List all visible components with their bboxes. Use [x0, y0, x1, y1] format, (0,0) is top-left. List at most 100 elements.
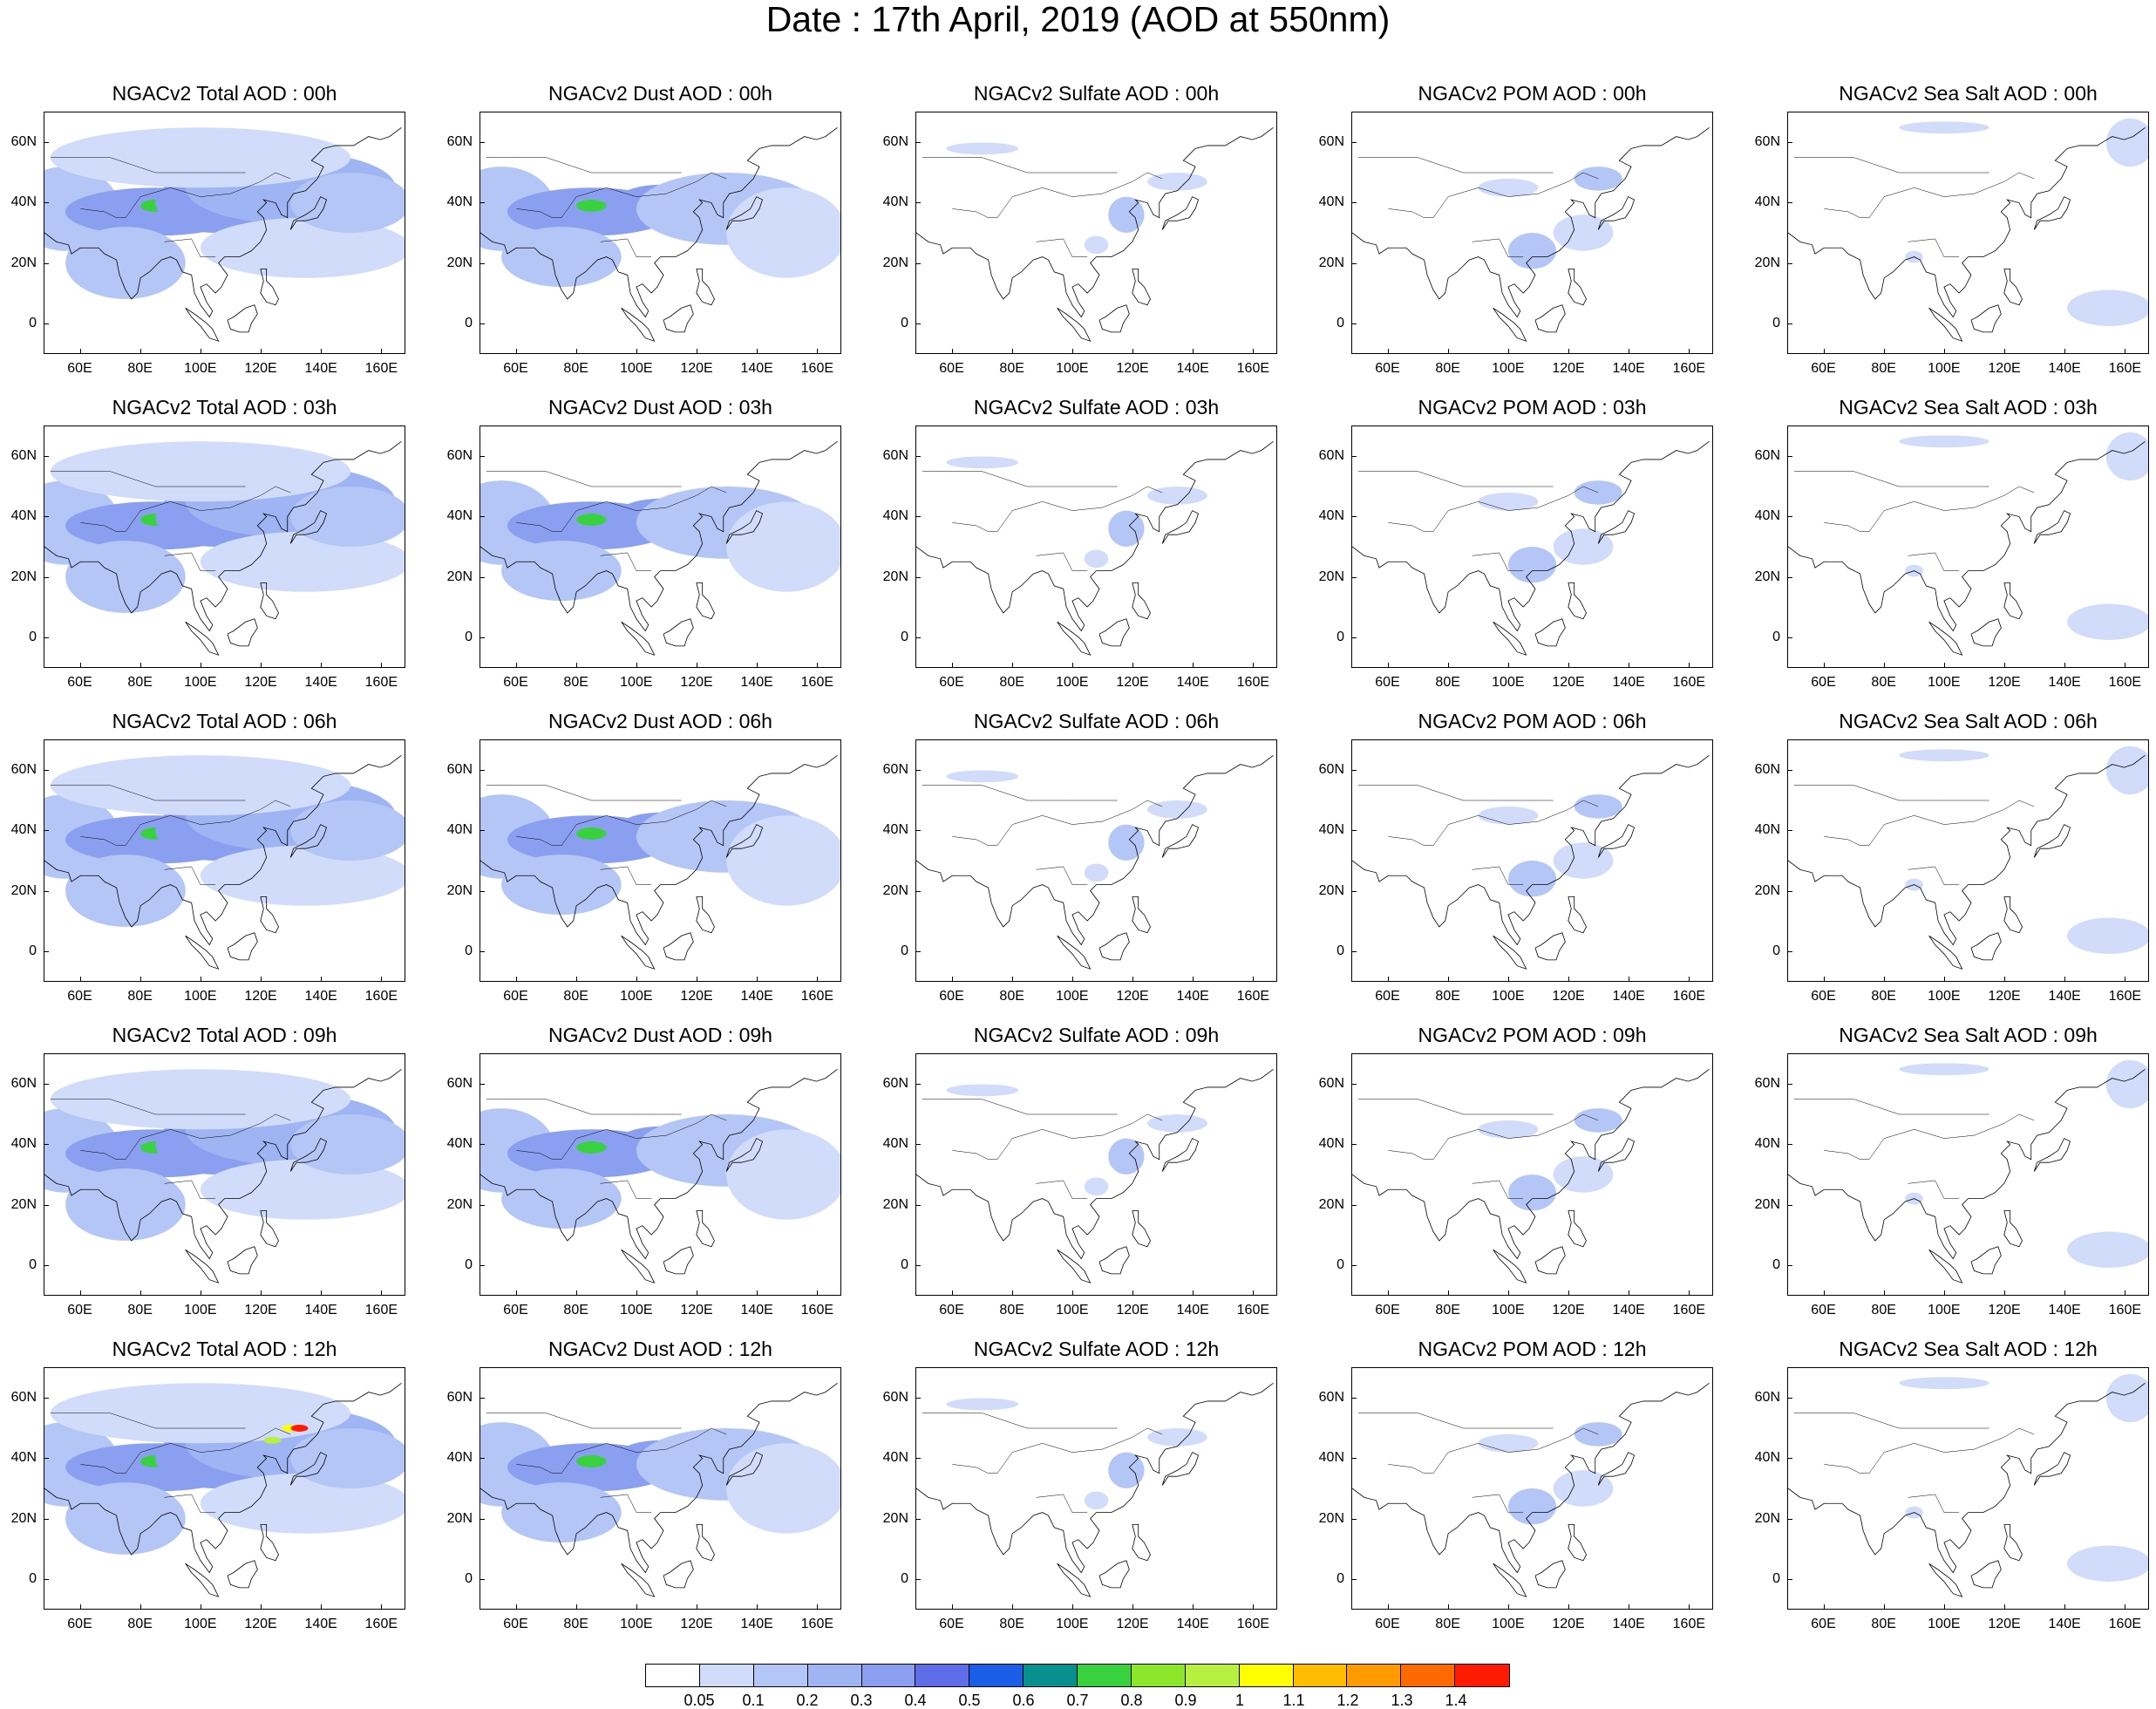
lat-tick-label: 60N — [10, 133, 37, 149]
lon-tick — [1447, 1290, 1449, 1296]
coastline — [1970, 1560, 2002, 1589]
lon-tick — [757, 663, 758, 668]
lon-tick-label: 80E — [1871, 675, 1896, 690]
country-border — [1388, 836, 1433, 846]
lon-tick — [1447, 977, 1449, 982]
lat-tick-label: 0 — [901, 630, 908, 645]
lat-tick — [1351, 1518, 1357, 1520]
country-border — [1793, 785, 1989, 801]
country-border — [1036, 238, 1088, 257]
coastline — [1788, 126, 2146, 318]
coastline — [260, 1210, 279, 1248]
lon-tick — [951, 349, 953, 354]
country-border — [125, 486, 291, 532]
aod-field — [916, 440, 1274, 656]
coastline — [260, 582, 279, 620]
lon-tick — [261, 977, 262, 982]
lon-tick-label: 160E — [1672, 675, 1706, 690]
colorbar-swatch — [1239, 1665, 1294, 1686]
lon-tick — [515, 1290, 517, 1296]
aod-field — [1352, 1068, 1710, 1283]
coastline — [1597, 824, 1636, 858]
lon-tick — [1568, 1290, 1569, 1296]
lon-tick — [1943, 663, 1945, 668]
lon-tick-label: 80E — [1435, 1303, 1460, 1317]
lon-tick — [1823, 663, 1825, 668]
aod-patch — [1478, 492, 1539, 511]
lat-tick-label: 0 — [1772, 943, 1780, 959]
coastline — [2003, 1524, 2023, 1562]
country-border — [1824, 1464, 1869, 1474]
aod-patch — [726, 815, 840, 906]
lon-tick-label: 60E — [503, 1617, 528, 1631]
country-border — [922, 157, 1118, 174]
country-border — [1472, 866, 1524, 885]
lon-tick-label: 120E — [1552, 361, 1585, 376]
aod-patch — [2067, 1545, 2148, 1582]
lon-tick-label: 80E — [127, 675, 153, 690]
country-border — [922, 1099, 1118, 1115]
lon-tick — [2004, 663, 2005, 668]
lon-tick — [1689, 349, 1690, 354]
aod-field — [1788, 118, 2148, 342]
lat-tick — [1787, 830, 1792, 832]
lat-tick — [44, 1579, 49, 1581]
lon-tick — [1883, 1290, 1885, 1296]
country-border — [164, 1180, 216, 1199]
aod-patch — [65, 1168, 186, 1241]
lat-tick-label: 60N — [1754, 761, 1780, 777]
lon-tick — [321, 349, 323, 354]
lat-tick — [479, 1144, 485, 1146]
country-border — [1388, 522, 1433, 532]
map-panel-dust-06h — [479, 739, 841, 982]
aod-patch — [1147, 1428, 1207, 1447]
lat-tick-label: 0 — [465, 630, 473, 645]
colorbar-swatch — [1293, 1665, 1348, 1686]
colorbar-swatch — [1401, 1665, 1456, 1686]
lon-tick — [757, 977, 758, 982]
lon-tick — [1253, 1604, 1255, 1610]
lat-tick-label: 0 — [29, 1257, 37, 1273]
lat-tick-label: 0 — [901, 943, 908, 959]
lon-tick-label: 160E — [1672, 1617, 1706, 1631]
lat-tick — [1787, 637, 1792, 639]
lon-tick-label: 60E — [1375, 1617, 1400, 1631]
map-panel-sulfate-12h — [915, 1367, 1277, 1610]
lat-tick — [915, 1204, 921, 1206]
lon-tick — [1507, 663, 1509, 668]
country-border — [1908, 552, 1960, 571]
lat-tick-label: 20N — [10, 1510, 37, 1526]
colorbar-label: 1.4 — [1445, 1692, 1467, 1709]
lon-tick-label: 100E — [1492, 1303, 1525, 1317]
aod-field — [1352, 754, 1710, 970]
lat-tick — [1351, 323, 1357, 325]
lat-tick-label: 60N — [882, 761, 908, 777]
aod-patch — [1147, 487, 1207, 505]
lon-tick-label: 60E — [939, 1303, 964, 1317]
country-border — [1908, 1180, 1960, 1199]
coastline — [185, 307, 220, 342]
lat-tick-label: 0 — [465, 1571, 473, 1587]
coastline — [2003, 269, 2023, 306]
lat-tick-label: 60N — [1754, 1389, 1780, 1405]
country-border — [1868, 172, 2035, 218]
lat-tick — [479, 576, 485, 578]
lon-tick — [1823, 1290, 1825, 1296]
lon-tick-label: 60E — [1811, 675, 1836, 690]
lon-tick — [381, 349, 383, 354]
lat-tick — [1351, 1458, 1357, 1460]
aod-patch — [1108, 510, 1145, 547]
lon-tick-label: 80E — [563, 361, 588, 376]
coastline — [1132, 1210, 1151, 1248]
country-border — [600, 1180, 652, 1199]
lon-tick — [817, 1290, 819, 1296]
coastline — [44, 126, 402, 318]
lat-tick — [915, 455, 921, 457]
coastline — [621, 935, 656, 970]
map-panel-total-03h — [44, 426, 405, 668]
lat-tick-label: 40N — [1754, 1450, 1780, 1466]
coastline — [663, 1246, 694, 1275]
coastline — [1161, 510, 1200, 544]
lat-tick — [1351, 1144, 1357, 1146]
lon-tick — [1387, 977, 1389, 982]
